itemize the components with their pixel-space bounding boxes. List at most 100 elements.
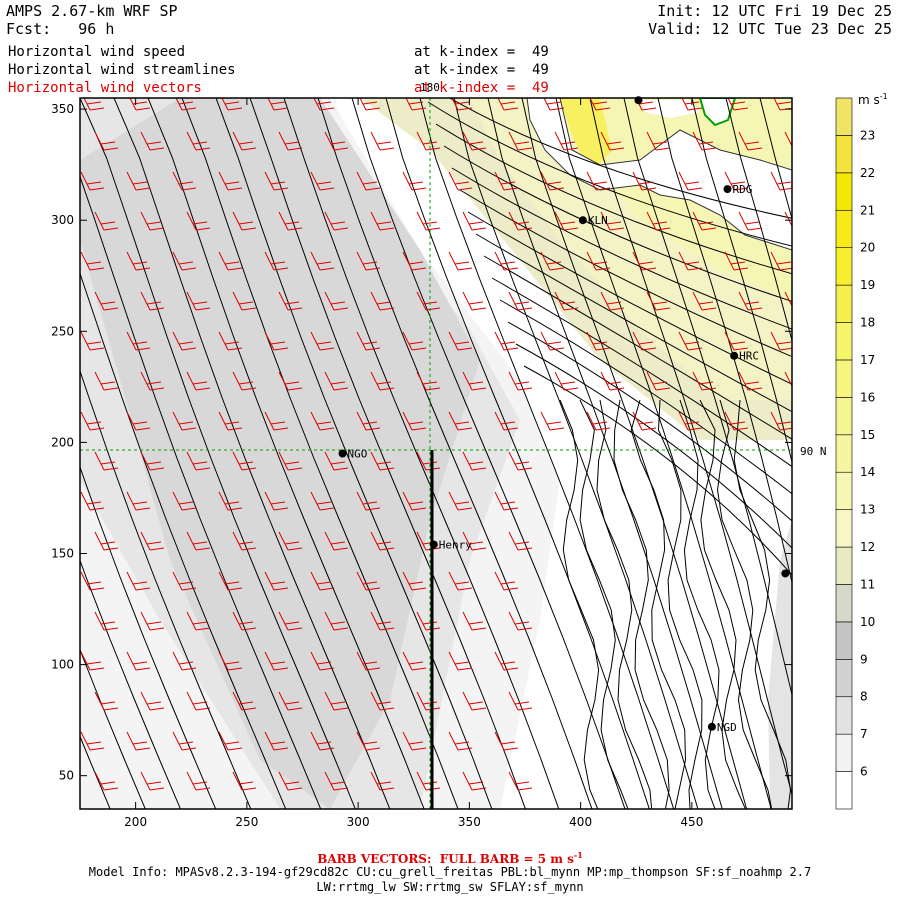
wind-barb	[126, 171, 151, 191]
wind-barb	[692, 131, 717, 151]
wind-barb	[126, 571, 151, 591]
streamline	[80, 272, 287, 809]
model-info-line-2: LW:rrtmg_lw SW:rrtmg_sw SFLAY:sf_mynn	[316, 880, 584, 894]
y-axis: 50 100 150 200 250 300 350	[51, 102, 792, 783]
colorbar-swatch	[835, 509, 853, 548]
colorbar-label: 14	[860, 465, 875, 479]
init-time: Init: 12 UTC Fri 19 Dec 25	[657, 2, 892, 20]
wind-barb	[140, 771, 165, 791]
wind-barb	[232, 131, 257, 151]
wind-barb	[632, 171, 657, 191]
y-tick-label: 250	[51, 324, 74, 338]
wind-barb	[462, 531, 487, 551]
colorbar-swatch	[835, 135, 853, 174]
wind-barb	[324, 211, 349, 231]
wind-barb	[218, 411, 243, 431]
wind-barb	[678, 171, 703, 191]
wind-barb	[494, 251, 519, 271]
wind-barb	[94, 531, 119, 551]
wind-barb	[278, 611, 303, 631]
wind-barb	[402, 411, 427, 431]
wind-barb	[508, 611, 533, 631]
wind-barb	[278, 771, 303, 791]
streamline	[487, 98, 723, 809]
colorbar-label: 17	[860, 353, 875, 367]
wind-barb	[140, 611, 165, 631]
wind-barb	[462, 611, 487, 631]
wind-barb	[172, 251, 197, 271]
wind-barb	[738, 291, 763, 311]
wind-barb	[186, 531, 211, 551]
y-tick-label: 100	[51, 658, 74, 672]
x-axis: 200 250 300 350 400 450	[124, 98, 703, 829]
streamline	[181, 98, 459, 809]
colorbar-swatch	[835, 322, 853, 361]
wind-barb	[324, 771, 349, 791]
wind-barb	[402, 651, 427, 671]
wind-barb	[140, 211, 165, 231]
wind-barb	[494, 491, 519, 511]
model-info-line-1: Model Info: MPASv8.2.3-194-gf29cd82c CU:…	[88, 865, 812, 879]
layer-name-wind-speed: Horizontal wind speed	[8, 44, 186, 60]
colorbar-swatch	[835, 659, 853, 698]
wind-barb	[370, 291, 395, 311]
wind-barb	[724, 251, 749, 271]
wind-barb	[356, 491, 381, 511]
wind-barb	[172, 331, 197, 351]
wind-barb	[218, 331, 243, 351]
wind-barb	[416, 211, 441, 231]
layer-level-vectors: at k-index = 49	[414, 80, 549, 96]
wind-barb	[232, 451, 257, 471]
station-marker	[781, 569, 790, 578]
x-tick-label: 250	[235, 815, 258, 829]
streamline	[80, 648, 146, 809]
wind-barb	[324, 371, 349, 391]
wind-barb	[140, 531, 165, 551]
wind-barb	[126, 331, 151, 351]
wind-barb	[80, 331, 105, 351]
wind-barb	[448, 651, 473, 671]
station-marker	[338, 449, 347, 458]
wind-barb	[494, 571, 519, 591]
wind-barb	[405, 98, 427, 111]
wind-barb	[508, 451, 533, 471]
wind-barb	[356, 571, 381, 591]
streamline	[515, 343, 792, 549]
wind-barb	[218, 491, 243, 511]
colorbar-swatch	[835, 209, 853, 248]
wind-barb	[94, 771, 119, 791]
wind-barb	[140, 691, 165, 711]
wind-barb	[508, 371, 533, 391]
wind-barb	[278, 691, 303, 711]
colorbar-swatch	[835, 584, 853, 623]
wind-barb	[508, 691, 533, 711]
wind-barb	[278, 371, 303, 391]
wind-barb	[508, 771, 533, 791]
wind-barb	[370, 131, 395, 151]
wind-barb	[540, 251, 565, 271]
streamline	[459, 189, 792, 358]
colorbar-label: 6	[860, 765, 868, 779]
wind-barb	[370, 531, 395, 551]
wind-barb	[462, 451, 487, 471]
wind-barb	[738, 371, 763, 391]
colorbar-swatch	[835, 546, 853, 585]
stations: NGO Henry KLN RDG HRC NGD	[338, 96, 790, 734]
wind-barb	[186, 451, 211, 471]
wind-barb	[370, 771, 395, 791]
wind-barb	[278, 211, 303, 231]
wind-barb	[370, 691, 395, 711]
wind-barb	[310, 731, 335, 751]
wind-barb	[218, 171, 243, 191]
streamline	[499, 299, 792, 495]
wind-barb	[784, 131, 792, 148]
wind-barb	[586, 251, 611, 271]
wind-barb	[784, 211, 792, 228]
wind-barb	[356, 651, 381, 671]
wind-barb	[80, 651, 105, 671]
wind-barb	[264, 251, 289, 271]
wind-barb	[172, 411, 197, 431]
forecast-hour: Fcst: 96 h	[6, 20, 115, 38]
wind-barb	[310, 331, 335, 351]
wind-barb	[448, 331, 473, 351]
